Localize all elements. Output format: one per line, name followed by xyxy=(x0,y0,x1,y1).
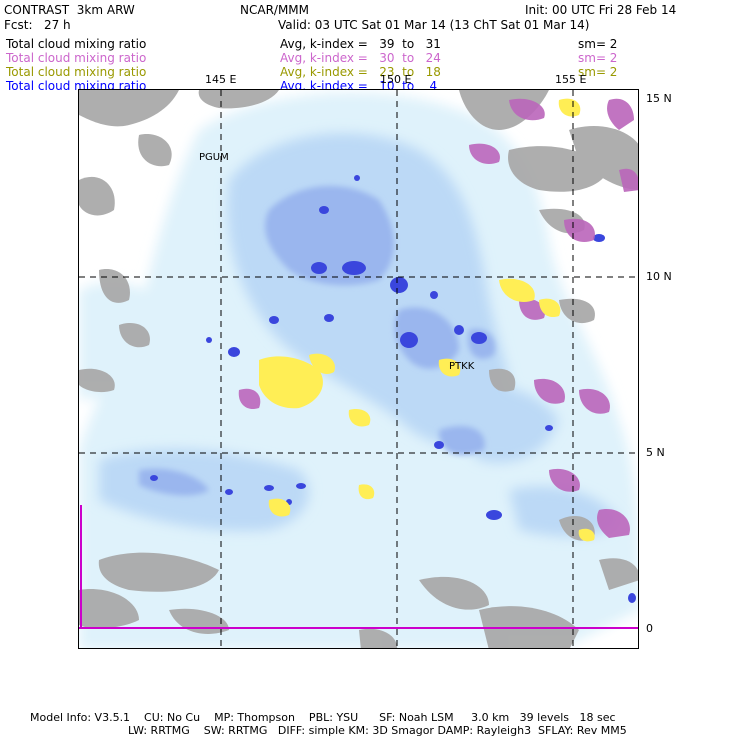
field-stat-2: Avg, k-index = 30 to 24 xyxy=(280,51,441,65)
model-info-line-2: LW: RRTMG SW: RRTMG DIFF: simple KM: 3D … xyxy=(128,724,627,737)
lon-label-150: 150 E xyxy=(380,73,412,86)
map-grid xyxy=(79,90,638,648)
field-stat-1: Avg, k-index = 39 to 31 xyxy=(280,37,441,51)
yellow-cloud-layer xyxy=(259,98,595,542)
center-title: NCAR/MMM xyxy=(240,3,310,17)
field-name-1: Total cloud mixing ratio xyxy=(6,37,147,51)
field-name-3: Total cloud mixing ratio xyxy=(6,65,147,79)
valid-time: Valid: 03 UTC Sat 01 Mar 14 (13 ChT Sat … xyxy=(278,18,590,32)
blue-cloud-layer xyxy=(139,186,496,496)
field-sm-1: sm= 2 xyxy=(578,37,618,51)
field-sm-2: sm= 2 xyxy=(578,51,618,65)
field-stat-3: Avg, k-index = 23 to 18 xyxy=(280,65,441,79)
equator-line xyxy=(79,505,638,629)
init-time: Init: 00 UTC Fri 28 Feb 14 xyxy=(525,3,677,17)
lat-label-15n: 15 N xyxy=(646,92,672,105)
lat-label-5n: 5 N xyxy=(646,446,665,459)
forecast-hour: Fcst: 27 h xyxy=(4,18,71,32)
model-title: CONTRAST 3km ARW xyxy=(4,3,135,17)
field-sm-3: sm= 2 xyxy=(578,65,618,79)
purple-cloud-layer xyxy=(238,98,638,538)
lat-label-0: 0 xyxy=(646,622,653,635)
deep-blue-cells xyxy=(150,175,636,603)
cloud-mixing-ratio-map: PGUM PTKK xyxy=(78,89,639,649)
grey-cloud-layer xyxy=(79,90,638,648)
station-ptkk: PTKK xyxy=(449,361,475,372)
map-canvas xyxy=(79,90,638,648)
lon-label-155: 155 E xyxy=(555,73,587,86)
model-info-line-1: Model Info: V3.5.1 CU: No Cu MP: Thompso… xyxy=(30,711,616,724)
field-name-2: Total cloud mixing ratio xyxy=(6,51,147,65)
station-pgum: PGUM xyxy=(199,152,229,163)
lon-label-145: 145 E xyxy=(205,73,237,86)
lat-label-10n: 10 N xyxy=(646,270,672,283)
